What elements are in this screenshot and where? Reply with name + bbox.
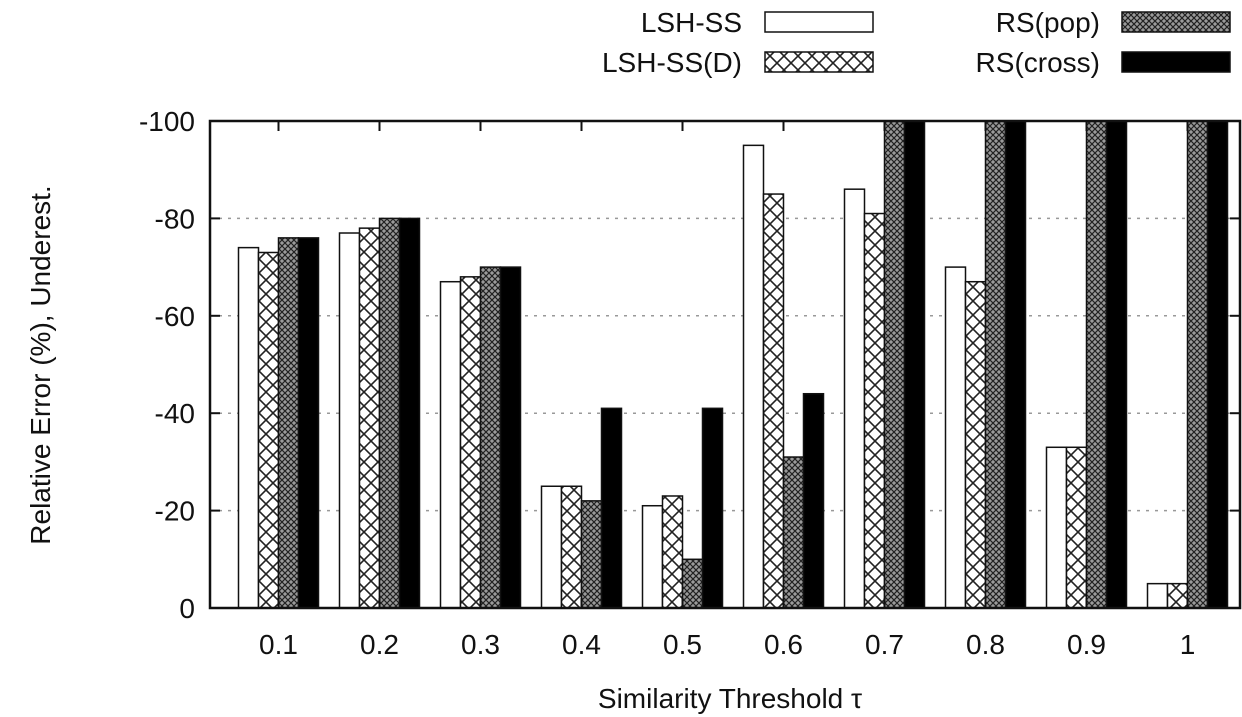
bar-lsh-ss-d bbox=[661, 495, 684, 609]
legend-label: RS(cross) bbox=[976, 47, 1100, 78]
legend-label: LSH-SS bbox=[641, 7, 742, 38]
axis-ticks: 0 -20 -40 -60 -80 -100 0.1 0.2 0.3 0.4 0.5 0.6 0.7 0.… bbox=[139, 106, 1240, 660]
bar-lsh-ss-d bbox=[257, 251, 280, 609]
bar-rs-cross bbox=[1004, 120, 1027, 609]
bar-rs-pop bbox=[681, 558, 704, 609]
plot-frame bbox=[208, 119, 1242, 610]
x-tick-label: 0.4 bbox=[562, 629, 601, 660]
bar-rs-pop bbox=[1186, 120, 1209, 609]
bar-rs-pop bbox=[782, 456, 805, 609]
x-tick-label: 0.6 bbox=[764, 629, 803, 660]
legend-label: LSH-SS(D) bbox=[602, 47, 742, 78]
bar-lsh-ss-d bbox=[964, 280, 987, 609]
bar-rs-pop bbox=[984, 120, 1007, 609]
bar-lsh-ss-d bbox=[560, 485, 583, 609]
x-tick-label: 0.1 bbox=[259, 629, 298, 660]
bar-rs-pop bbox=[378, 217, 401, 609]
bar-rs-cross bbox=[499, 266, 522, 609]
x-tick-label: 0.3 bbox=[461, 629, 500, 660]
y-tick-label: -80 bbox=[155, 203, 195, 234]
y-tick-label: -20 bbox=[155, 496, 195, 527]
y-axis-label: Relative Error (%), Underest. bbox=[25, 185, 56, 544]
bar-lsh-ss-d bbox=[1065, 446, 1088, 609]
bar-lsh-ss bbox=[1045, 446, 1068, 609]
x-tick-label: 0.5 bbox=[663, 629, 702, 660]
bar-rs-pop bbox=[479, 266, 502, 609]
bar-rs-cross bbox=[600, 407, 623, 609]
legend-label: RS(pop) bbox=[996, 7, 1100, 38]
bar-lsh-ss bbox=[1146, 582, 1169, 609]
bar-rs-cross bbox=[1105, 120, 1128, 609]
bar-lsh-ss bbox=[540, 485, 563, 609]
x-tick-label: 0.9 bbox=[1067, 629, 1106, 660]
bar-lsh-ss-d bbox=[762, 193, 785, 609]
bar-rs-cross bbox=[701, 407, 724, 609]
bar-rs-cross bbox=[1206, 120, 1229, 609]
bar-rs-pop bbox=[580, 500, 603, 609]
bars-group bbox=[237, 120, 1229, 609]
bar-lsh-ss bbox=[843, 188, 866, 609]
bar-rs-pop bbox=[1085, 120, 1108, 609]
x-tick-label: 0.2 bbox=[360, 629, 399, 660]
x-tick-label: 0.8 bbox=[966, 629, 1005, 660]
x-tick-label: 0.7 bbox=[865, 629, 904, 660]
y-tick-label: -60 bbox=[155, 301, 195, 332]
x-tick-label: 1 bbox=[1180, 629, 1196, 660]
legend-swatch bbox=[1121, 11, 1231, 33]
legend: LSH-SS LSH-SS(D) RS(pop) RS(cross) bbox=[602, 7, 1231, 78]
bar-lsh-ss bbox=[944, 266, 967, 609]
bar-rs-cross bbox=[802, 392, 825, 609]
bar-lsh-ss-d bbox=[358, 227, 381, 609]
bar-rs-cross bbox=[398, 217, 421, 609]
bar-lsh-ss-d bbox=[863, 212, 886, 609]
y-tick-label: 0 bbox=[179, 593, 195, 624]
x-axis-label: Similarity Threshold τ bbox=[598, 683, 862, 714]
bar-lsh-ss bbox=[641, 504, 664, 609]
bar-lsh-ss bbox=[338, 232, 361, 609]
legend-swatch bbox=[764, 51, 874, 73]
bar-lsh-ss-d bbox=[459, 276, 482, 609]
bar-lsh-ss-d bbox=[1166, 582, 1189, 609]
bar-lsh-ss bbox=[439, 280, 462, 609]
bar-lsh-ss bbox=[742, 144, 765, 609]
legend-swatch bbox=[764, 11, 874, 33]
bar-rs-cross bbox=[297, 237, 320, 609]
bar-rs-pop bbox=[277, 237, 300, 609]
y-tick-label: -40 bbox=[155, 398, 195, 429]
bar-rs-pop bbox=[883, 120, 906, 609]
bar-lsh-ss bbox=[237, 246, 260, 609]
bar-rs-cross bbox=[903, 120, 926, 609]
legend-swatch bbox=[1121, 51, 1231, 73]
y-tick-label: -100 bbox=[139, 106, 195, 137]
